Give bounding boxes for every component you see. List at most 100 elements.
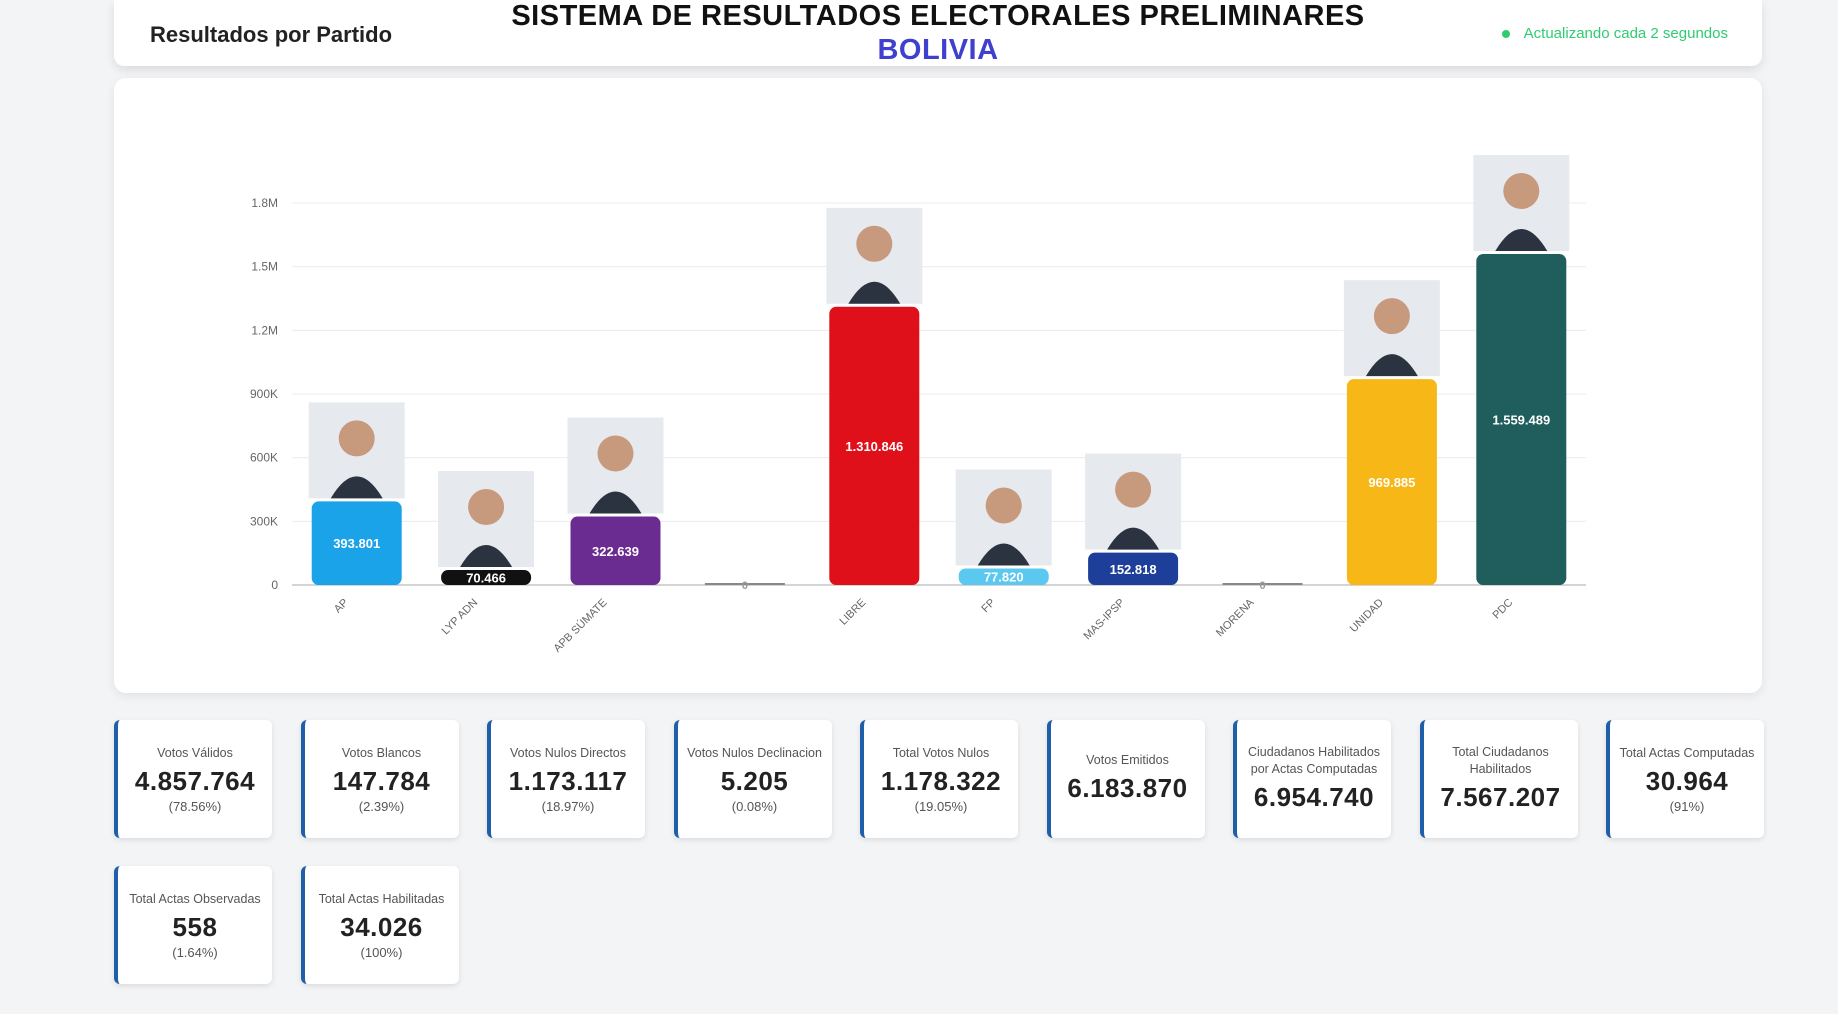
x-tick-label: LYP ADN	[440, 597, 481, 638]
candidate-suit-icon	[330, 476, 383, 499]
y-tick-label: 900K	[250, 387, 278, 401]
candidate-face-icon	[856, 225, 893, 262]
summary-card-percent: (78.56%)	[168, 798, 222, 814]
bar	[311, 501, 402, 585]
summary-card-value: 558	[172, 911, 218, 942]
candidate-face-icon	[338, 420, 375, 457]
summary-card: Total Actas Observadas 558 (1.64%)	[114, 866, 272, 984]
x-tick-label: MAS-IPSP	[1082, 597, 1128, 643]
data-label: 0	[1259, 580, 1265, 592]
x-tick-label: PDC	[1491, 597, 1516, 622]
summary-card-percent: (100%)	[360, 944, 403, 960]
summary-card-label: Total Votos Nulos	[892, 745, 990, 760]
y-tick-label: 1.5M	[251, 260, 278, 274]
y-tick-label: 0	[271, 578, 278, 592]
summary-card: Votos Nulos Declinacion 5.205 (0.08%)	[673, 720, 832, 838]
x-tick-label: LIBRE	[837, 597, 868, 628]
summary-card-label: Total Ciudadanos Habilitados	[1452, 744, 1549, 776]
summary-card: Votos Blancos 147.784 (2.39%)	[300, 720, 459, 838]
summary-card-percent: (0.08%)	[731, 798, 778, 814]
candidate-face-icon	[1373, 298, 1410, 335]
bar	[1476, 254, 1567, 585]
summary-card-value: 6.954.740	[1253, 781, 1375, 812]
x-tick-label: FP	[979, 597, 997, 615]
summary-card-value: 6.183.870	[1067, 773, 1188, 803]
summary-card-label: Total Actas Observadas	[129, 891, 261, 906]
candidate-suit-icon	[460, 545, 513, 568]
data-label: 152.818	[1110, 562, 1157, 577]
summary-card-value: 34.026	[340, 911, 423, 942]
data-label: 77.820	[984, 570, 1024, 585]
update-status-text: Actualizando cada 2 segundos	[1523, 25, 1728, 42]
live-dot-icon	[1501, 29, 1510, 38]
summary-card-label: Votos Válidos	[157, 745, 233, 760]
candidate-suit-icon	[589, 491, 642, 514]
bar	[1088, 552, 1179, 585]
summary-card-label: Votos Nulos Declinacion	[687, 745, 822, 760]
summary-card-percent: (1.64%)	[172, 944, 218, 960]
summary-card-percent: (91%)	[1669, 798, 1705, 814]
summary-card-label: Votos Blancos	[341, 745, 422, 760]
summary-card-value: 4.857.764	[134, 765, 256, 796]
candidate-suit-icon	[1107, 527, 1160, 550]
summary-card: Votos Válidos 4.857.764 (78.56%)	[114, 720, 272, 838]
summary-card-value: 30.964	[1645, 765, 1729, 796]
summary-card: Votos Emitidos 6.183.870	[1046, 720, 1205, 838]
y-tick-label: 1.8M	[251, 196, 278, 210]
page-title: SISTEMA DE RESULTADOS ELECTORALES PRELIM…	[511, 0, 1365, 32]
candidate-face-icon	[1115, 471, 1152, 508]
x-tick-label: APB SÚMATE	[551, 596, 610, 655]
summary-card-value: 7.567.207	[1440, 781, 1561, 812]
summary-card-value: 5.205	[720, 765, 789, 796]
summary-card-value: 1.178.322	[880, 765, 1002, 796]
data-label: 1.559.489	[1492, 413, 1550, 428]
candidate-face-icon	[1503, 173, 1540, 210]
data-label: 70.466	[466, 571, 506, 586]
summary-card: Ciudadanos Habilitados por Actas Computa…	[1233, 720, 1391, 838]
country-title: BOLIVIA	[877, 34, 999, 66]
candidate-suit-icon	[1495, 229, 1548, 252]
y-tick-label: 600K	[250, 451, 278, 465]
summary-card-label: Votos Nulos Directos	[509, 745, 627, 760]
candidate-suit-icon	[848, 281, 901, 304]
section-label: Resultados por Partido	[150, 22, 393, 47]
summary-card: Total Ciudadanos Habilitados 7.567.207	[1419, 720, 1578, 838]
results-chart-panel: 0 300K 600K 900K 1.2M 1.5M 1.8M 393.801 AP 70.466…	[114, 78, 1762, 693]
results-bar-chart: 0 300K 600K 900K 1.2M 1.5M 1.8M 393.801 AP 70.466…	[250, 155, 1586, 655]
summary-card: Total Actas Habilitadas 34.026 (100%)	[300, 866, 459, 984]
bar	[829, 306, 920, 585]
y-tick-label: 300K	[250, 514, 278, 528]
summary-card-label: Total Actas Computadas	[1619, 745, 1755, 760]
summary-card-percent: (19.05%)	[914, 798, 968, 814]
candidate-face-icon	[468, 489, 505, 526]
bar	[1346, 379, 1437, 585]
summary-card: Votos Nulos Directos 1.173.117 (18.97%)	[487, 720, 645, 838]
header-bar: Resultados por Partido SISTEMA DE RESULT…	[114, 0, 1762, 66]
data-label: 969.885	[1368, 475, 1415, 490]
x-tick-label: UNIDAD	[1348, 597, 1386, 635]
update-status: Actualizando cada 2 segundos	[1501, 25, 1728, 42]
bar	[441, 570, 532, 585]
summary-card-label: Ciudadanos Habilitados por Actas Computa…	[1247, 744, 1381, 776]
summary-card-label: Total Actas Habilitadas	[318, 891, 445, 906]
summary-card-percent: (18.97%)	[541, 798, 595, 814]
summary-card-value: 147.784	[332, 765, 431, 796]
candidate-face-icon	[985, 487, 1022, 524]
bar	[958, 568, 1049, 585]
x-tick-label: AP	[332, 597, 351, 616]
summary-card-value: 1.173.117	[508, 765, 628, 796]
data-label: 0	[742, 580, 748, 592]
candidate-suit-icon	[977, 543, 1030, 566]
y-tick-label: 1.2M	[251, 323, 278, 337]
summary-card-percent: (2.39%)	[358, 798, 405, 814]
data-label: 1.310.846	[845, 439, 903, 454]
data-label: 393.801	[333, 536, 380, 551]
candidate-face-icon	[597, 435, 634, 472]
bar	[570, 516, 661, 585]
summary-card: Total Actas Computadas 30.964 (91%)	[1606, 720, 1764, 838]
summary-card-label: Votos Emitidos	[1086, 753, 1169, 767]
data-label: 322.639	[592, 544, 639, 559]
candidate-suit-icon	[1365, 354, 1418, 377]
x-tick-label: MORENA	[1214, 596, 1257, 639]
summary-card: Total Votos Nulos 1.178.322 (19.05%)	[860, 720, 1018, 838]
